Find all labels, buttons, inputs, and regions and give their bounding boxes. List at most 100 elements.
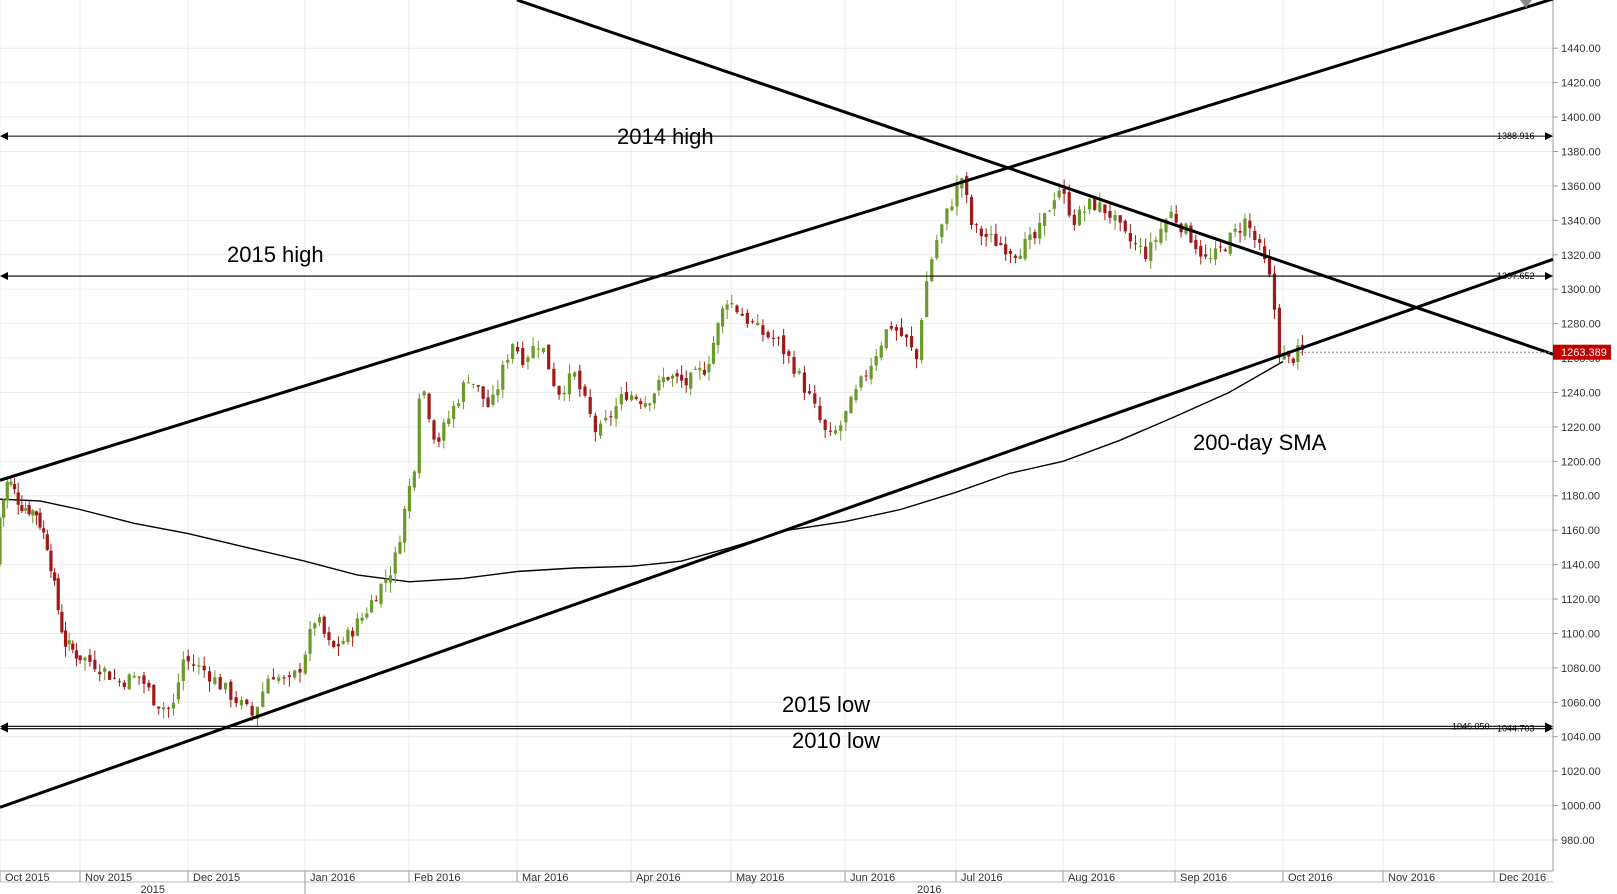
candle-body [2,499,6,518]
candle-body [969,196,974,225]
candle [442,418,446,449]
candle [1149,232,1153,269]
candle [1103,204,1107,221]
candle [1263,238,1267,264]
candle [384,569,388,592]
candle-body [675,373,679,377]
candle [271,668,276,680]
candle-body [802,372,807,393]
candle-body [1248,220,1252,229]
candle-body [950,206,954,211]
candle [833,425,838,436]
candle-body [452,405,456,420]
candle-body [698,367,702,371]
candle [1199,239,1203,265]
candle-body [393,552,397,574]
candle [657,375,661,396]
candle [471,383,475,389]
candle-body [889,326,893,329]
candle [1138,237,1143,255]
scroll-marker-icon[interactable] [1520,0,1532,8]
candle-body [461,382,466,402]
candle-body [239,700,244,706]
candle [282,674,286,685]
candle-body [117,681,122,683]
candle [98,664,102,682]
candle-body [250,705,254,716]
candle-body [1218,246,1223,248]
candle [614,397,618,427]
candle [53,567,57,586]
candle [313,621,317,636]
candle [1258,234,1262,251]
candle [1238,222,1242,243]
candle-body [844,410,848,423]
candle [427,392,431,423]
candle-body [42,528,46,533]
candle-body [271,677,276,680]
candle-body [930,259,934,282]
y-tick-label: 1000.00 [1561,801,1601,813]
candle [1296,338,1300,370]
candle-body [598,423,603,436]
candle [1272,265,1277,320]
x-tick-label: Jan 2016 [310,872,355,884]
candle-body [427,393,431,420]
x-tick-label: Oct 2016 [1288,872,1333,884]
candle [771,329,775,347]
candle [1291,357,1295,366]
candle-body [1238,230,1242,233]
candle [88,648,92,667]
candle-body [107,671,112,680]
candle [1277,304,1281,364]
candle-body [1133,243,1138,245]
candle [930,256,934,283]
candle-body [689,372,693,389]
candle-body [379,584,383,605]
candle [920,317,924,364]
candle [218,673,222,690]
candle [365,607,369,620]
candle [680,365,684,389]
candle [1243,213,1247,240]
candle-body [1277,307,1281,358]
candle-body [1258,239,1262,243]
candle [122,680,126,691]
candle-body [630,395,634,401]
candle [869,357,873,385]
candle-body [661,377,666,383]
candle-body [735,305,739,313]
candle-body [1194,240,1198,250]
candle-body [1164,219,1168,233]
candle [711,335,716,365]
candle-body [797,371,801,374]
candle-body [12,483,17,490]
candle-body [322,616,326,634]
candle-body [53,572,57,581]
candle-body [1103,204,1107,214]
candle-body [940,224,944,238]
candle-body [5,481,9,501]
y-tick-label: 1240.00 [1561,387,1601,399]
candle-body [652,393,656,404]
candle-body [1042,213,1047,226]
candle [56,573,60,615]
candle [935,234,939,261]
x-tick-label: Jun 2016 [850,872,895,884]
candle [360,612,364,624]
candle [844,410,848,431]
candle-body [398,541,402,554]
candle [403,505,407,553]
level-lines: 1388.916 1307.652 1046.050 1044.703 [0,131,1553,734]
candle-body [1018,255,1022,260]
candle-body [417,398,421,474]
candle-body [1138,245,1143,247]
candle [27,500,31,517]
candle-body [854,389,858,401]
candle-body [666,377,670,380]
candle-body [552,368,556,387]
candle [107,670,112,681]
candle-body [412,471,416,488]
candle [725,300,729,320]
